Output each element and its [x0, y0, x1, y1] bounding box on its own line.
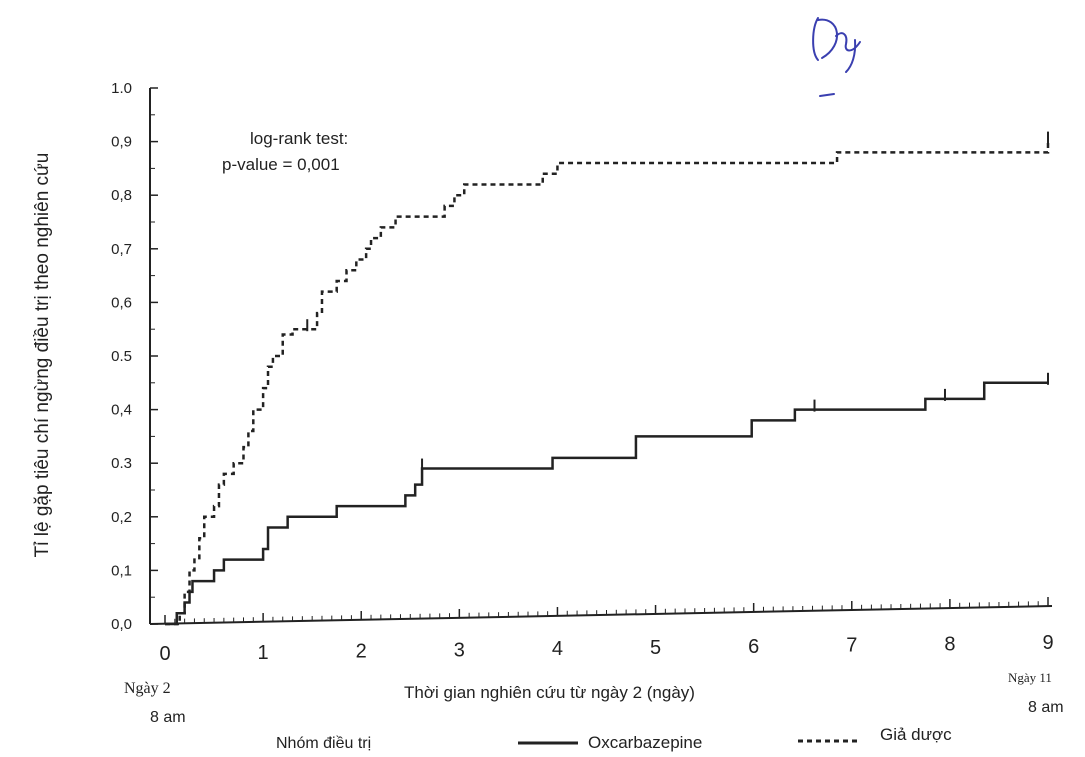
series-line-gia-duoc: [165, 141, 1050, 626]
y-tick-label: 0,8: [111, 187, 132, 204]
x-axis-line: [149, 605, 1053, 625]
x-tick-label: 8: [944, 633, 955, 655]
y-tick-label: 0.3: [111, 455, 132, 472]
y-tick-label: 0,7: [111, 241, 132, 258]
x-tick-label: 6: [748, 636, 759, 658]
x-tick-label: 9: [1042, 632, 1053, 654]
x-axis-label: Thời gian nghiên cứu từ ngày 2 (ngày): [404, 683, 695, 702]
x-tick-label: 0: [159, 643, 170, 665]
annotation-line-1: log-rank test:: [250, 129, 348, 148]
legend-label-gia-duoc: Giả dược: [880, 725, 952, 744]
x-start-label-day: Ngày 2: [124, 680, 171, 697]
x-tick-label: 4: [552, 638, 563, 660]
x-tick-label: 1: [258, 642, 269, 664]
y-tick-label: 0.5: [111, 348, 132, 365]
y-axis-label: Tỉ lệ gặp tiêu chí ngừng điều trị theo n…: [32, 153, 53, 558]
annotation-line-2: p-value = 0,001: [222, 155, 340, 174]
x-tick-label: 3: [454, 639, 465, 661]
legend: Nhóm điều trị Oxcarbazepine Giả dược: [276, 725, 952, 752]
x-start-label-time: 8 am: [150, 709, 186, 726]
series-line-oxcarbazepine: [165, 381, 1048, 626]
y-tick-label: 0,4: [111, 402, 132, 419]
legend-label-oxcarbazepine: Oxcarbazepine: [588, 733, 702, 752]
y-tick-label: 0,6: [111, 294, 132, 311]
x-end-label-day: Ngày 11: [1008, 670, 1052, 685]
x-tick-label: 2: [356, 641, 367, 663]
y-tick-label: 0,2: [111, 509, 132, 526]
y-tick-label: 0,9: [111, 134, 132, 151]
legend-title: Nhóm điều trị: [276, 735, 371, 752]
y-tick-label: 1.0: [111, 80, 132, 97]
x-tick-label: 5: [650, 637, 661, 659]
y-tick-label: 0,0: [111, 616, 132, 633]
y-tick-label: 0,1: [111, 562, 132, 579]
handwritten-signature: [812, 17, 861, 97]
x-end-label-time: 8 am: [1028, 699, 1064, 716]
x-tick-label: 7: [846, 635, 857, 657]
